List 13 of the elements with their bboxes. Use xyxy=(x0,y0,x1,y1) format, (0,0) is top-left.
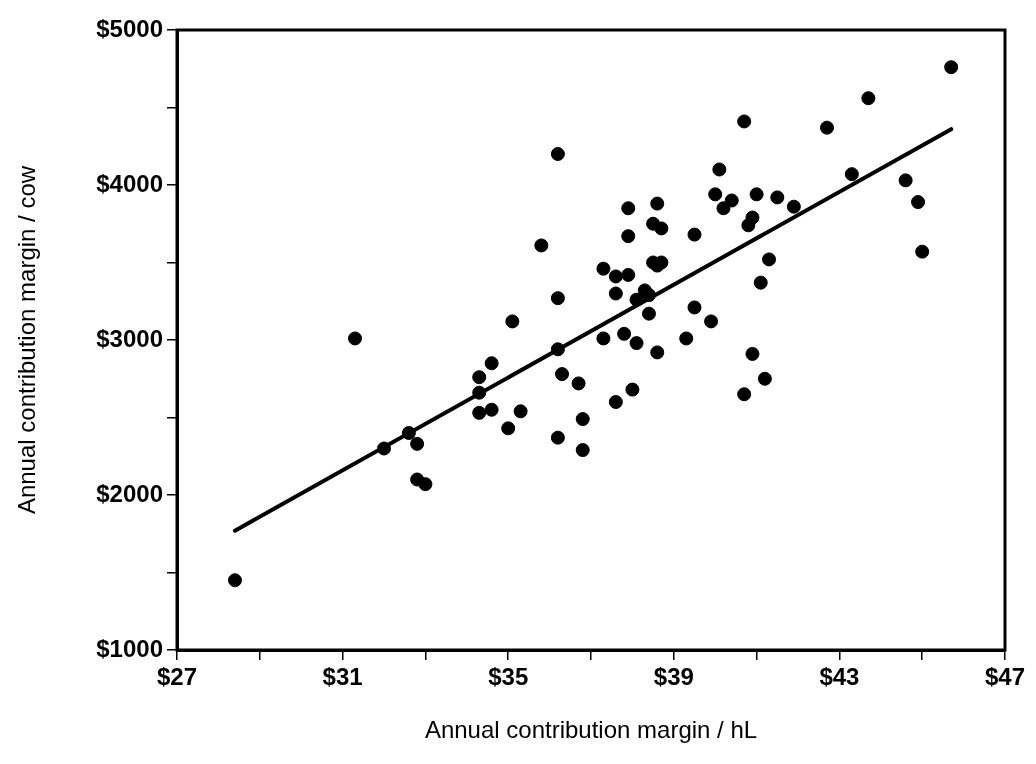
y-tick-label: $3000 xyxy=(96,324,163,352)
x-tick-label: $31 xyxy=(322,663,363,691)
x-tick-label: $39 xyxy=(653,663,694,691)
y-tick-label: $5000 xyxy=(96,14,163,42)
y-tick-label: $1000 xyxy=(96,634,163,662)
y-tick-label: $2000 xyxy=(96,479,163,507)
x-tick-label: $47 xyxy=(984,663,1026,691)
x-axis-title: Annual contribution margin / hL xyxy=(424,716,758,744)
x-tick-label: $27 xyxy=(156,663,198,691)
x-tick-label: $43 xyxy=(819,663,860,691)
x-tick-label: $35 xyxy=(488,663,529,691)
y-axis-title: Annual contribution margin / cow xyxy=(13,165,41,515)
y-tick-label: $4000 xyxy=(96,169,163,197)
